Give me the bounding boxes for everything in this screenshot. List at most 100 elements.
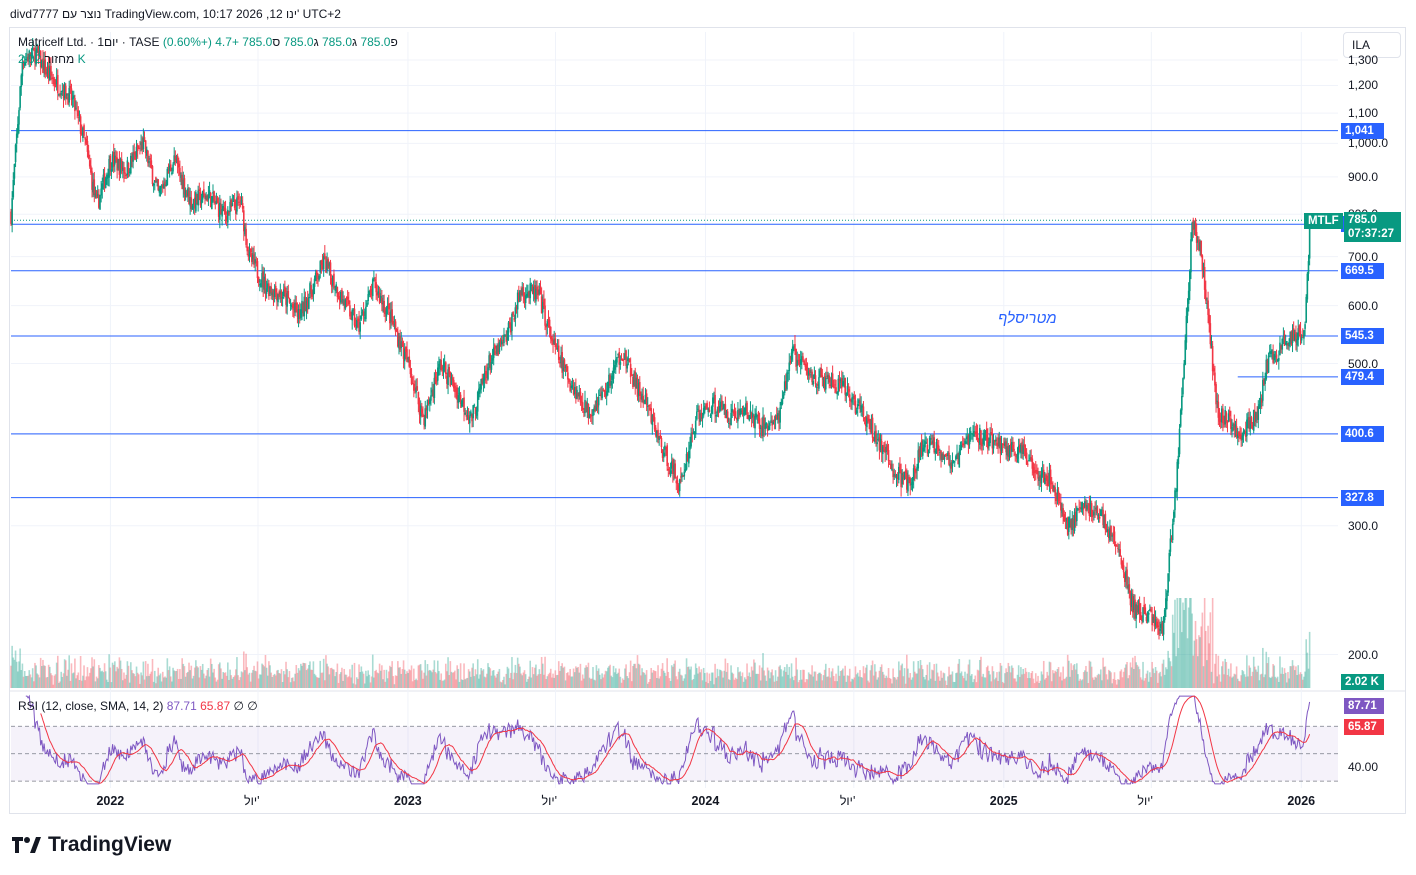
candle-body: [1127, 585, 1129, 589]
candle-body: [739, 408, 741, 416]
volume-bar: [971, 674, 973, 688]
candle-body: [452, 380, 455, 389]
candle-body: [644, 394, 647, 404]
volume-bar: [1171, 614, 1174, 688]
volume-bar: [1199, 637, 1201, 688]
candle-body: [1104, 513, 1107, 530]
candle-body: [725, 411, 728, 416]
candle-body: [759, 427, 762, 429]
candle-body: [975, 431, 978, 434]
candle-body: [52, 77, 55, 80]
volume-bar: [1155, 670, 1158, 688]
candle-body: [476, 391, 479, 412]
volume-bar: [642, 672, 644, 688]
volume-bar: [252, 670, 254, 688]
candle-body: [1023, 444, 1026, 448]
candle-body: [1103, 515, 1106, 528]
candle-body: [753, 415, 755, 427]
volume-bar: [638, 664, 641, 688]
candle-body: [872, 437, 875, 442]
volume-bar: [35, 665, 37, 688]
candle-body: [1248, 417, 1250, 429]
candle-body: [661, 449, 664, 458]
candle-body: [697, 408, 699, 410]
candle-body: [1145, 617, 1148, 622]
candle-body: [449, 372, 452, 386]
candle-body: [1194, 219, 1197, 235]
candle-body: [532, 286, 535, 295]
volume-bar: [1168, 657, 1171, 688]
volume-bar: [789, 678, 792, 688]
candle-body: [1085, 503, 1087, 512]
candle-body: [1167, 573, 1169, 593]
volume-bar: [1191, 613, 1193, 688]
currency-button[interactable]: ILA: [1343, 32, 1401, 58]
volume-bar: [383, 669, 385, 688]
volume-bar: [1145, 673, 1148, 688]
candle-body: [1171, 523, 1174, 540]
volume-bar: [708, 673, 711, 688]
candle-body: [575, 387, 577, 399]
price-tick-label: 300.0: [1348, 518, 1379, 533]
candle-body: [965, 441, 967, 444]
volume-bar: [26, 675, 28, 688]
volume-bar: [327, 666, 330, 688]
candle-body: [595, 400, 598, 411]
volume-bar: [1217, 655, 1220, 688]
volume-bar: [667, 671, 670, 688]
candle-body: [830, 376, 833, 387]
candle-body: [88, 160, 91, 167]
candle-body: [34, 48, 36, 63]
volume-bar: [332, 669, 334, 688]
candle-body: [43, 60, 45, 70]
candle-body: [351, 309, 354, 321]
candle-body: [246, 246, 249, 252]
candle-body: [432, 389, 435, 397]
candle-body: [1207, 300, 1209, 316]
candle-body: [444, 362, 447, 374]
candle-body: [1174, 490, 1176, 511]
candle-body: [50, 65, 52, 76]
candle-body: [868, 418, 870, 422]
candle-body: [254, 259, 257, 264]
candle-body: [936, 444, 939, 449]
candle-body: [277, 294, 279, 303]
volume-bar: [1186, 638, 1189, 688]
candle-body: [961, 443, 964, 445]
candle-body: [1074, 511, 1077, 522]
candle-body: [320, 260, 323, 265]
candle-body: [151, 166, 154, 185]
volume-bar: [915, 673, 917, 688]
candle-body: [143, 137, 146, 141]
volume-bar: [1216, 676, 1219, 688]
volume-bar: [999, 663, 1002, 688]
candle-body: [878, 437, 881, 451]
volume-bar: [931, 669, 933, 688]
volume-bar: [44, 665, 47, 688]
volume-bar: [90, 668, 92, 688]
volume-bar: [1117, 679, 1119, 688]
volume-bar: [699, 672, 702, 688]
candle-body: [100, 188, 102, 196]
volume-bar: [261, 663, 263, 688]
volume-bar: [119, 660, 122, 688]
volume-bar: [1135, 662, 1137, 688]
volume-bar: [136, 672, 139, 688]
volume-bar: [900, 665, 902, 688]
candle-body: [192, 199, 195, 205]
candle-body: [408, 356, 411, 367]
volume-bar: [556, 674, 559, 688]
volume-bar: [366, 676, 368, 688]
volume-bar: [139, 683, 141, 688]
volume-bar: [669, 680, 672, 688]
candle-body: [1238, 432, 1240, 437]
volume-bar: [1018, 676, 1021, 688]
candle-body: [398, 339, 400, 349]
candle-body: [696, 411, 698, 420]
candle-body: [741, 409, 744, 415]
candle-body: [850, 399, 852, 402]
volume-bar: [285, 661, 287, 688]
time-tick-label: יול': [541, 794, 557, 808]
candle-body: [79, 116, 82, 134]
